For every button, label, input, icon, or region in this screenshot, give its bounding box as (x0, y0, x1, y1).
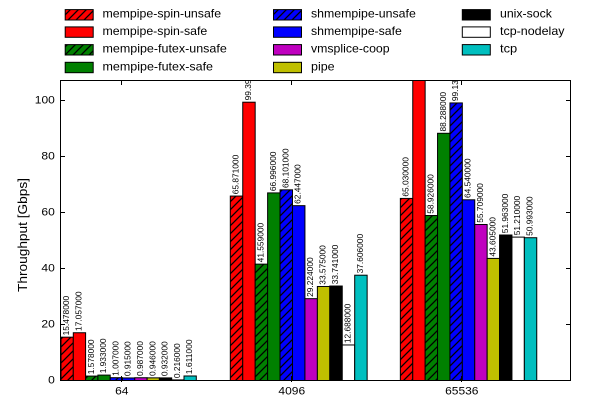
svg-text:15.478000: 15.478000 (62, 295, 71, 335)
svg-text:Throughput [Gbps]: Throughput [Gbps] (15, 178, 30, 292)
svg-text:66.996000: 66.996000 (269, 151, 278, 191)
svg-text:1.007000: 1.007000 (111, 340, 120, 375)
svg-text:58.926000: 58.926000 (426, 174, 435, 214)
svg-text:37.606000: 37.606000 (356, 233, 365, 273)
svg-text:50.993000: 50.993000 (526, 196, 535, 236)
svg-text:80: 80 (41, 151, 54, 163)
svg-text:99.392000: 99.392000 (244, 60, 253, 100)
svg-text:mempipe-spin-unsafe: mempipe-spin-unsafe (103, 7, 222, 21)
svg-text:64.540000: 64.540000 (464, 158, 473, 198)
svg-text:68.101000: 68.101000 (281, 148, 290, 188)
svg-text:62.447000: 62.447000 (294, 164, 303, 204)
svg-text:51.210000: 51.210000 (513, 195, 522, 235)
svg-text:65536: 65536 (445, 385, 478, 397)
svg-text:pipe: pipe (311, 59, 335, 73)
svg-text:0.216000: 0.216000 (173, 343, 182, 378)
svg-text:33.575000: 33.575000 (319, 245, 328, 285)
svg-text:55.709000: 55.709000 (476, 183, 485, 223)
svg-text:tcp: tcp (500, 42, 518, 56)
svg-text:0.915000: 0.915000 (124, 341, 133, 376)
svg-text:88.288000: 88.288000 (439, 91, 448, 131)
svg-text:vmsplice-coop: vmsplice-coop (311, 42, 390, 56)
svg-text:40: 40 (41, 263, 54, 275)
svg-text:shmempipe-unsafe: shmempipe-unsafe (311, 7, 416, 21)
svg-text:1.578000: 1.578000 (87, 339, 96, 374)
svg-text:65.871000: 65.871000 (232, 154, 241, 194)
svg-text:mempipe-futex-safe: mempipe-futex-safe (103, 59, 214, 73)
svg-text:41.559000: 41.559000 (256, 222, 265, 262)
svg-text:mempipe-futex-unsafe: mempipe-futex-unsafe (103, 42, 228, 56)
svg-text:tcp-nodelay: tcp-nodelay (500, 24, 565, 38)
svg-text:100: 100 (35, 95, 55, 107)
svg-text:1.933000: 1.933000 (99, 338, 108, 373)
svg-text:65.030000: 65.030000 (402, 156, 411, 196)
svg-text:12.688000: 12.688000 (343, 303, 352, 343)
svg-text:17.057000: 17.057000 (74, 291, 83, 331)
svg-text:mempipe-spin-safe: mempipe-spin-safe (103, 24, 208, 38)
svg-text:29.224000: 29.224000 (306, 257, 315, 297)
svg-text:0.946000: 0.946000 (148, 341, 157, 376)
svg-text:60: 60 (41, 207, 54, 219)
svg-text:4096: 4096 (278, 385, 305, 397)
svg-text:0.987000: 0.987000 (136, 341, 145, 376)
svg-text:shmempipe-safe: shmempipe-safe (311, 24, 402, 38)
svg-text:0.932000: 0.932000 (161, 341, 170, 376)
svg-text:33.741000: 33.741000 (331, 244, 340, 284)
svg-text:0: 0 (48, 375, 55, 387)
svg-text:unix-sock: unix-sock (500, 7, 552, 21)
svg-text:99.133000: 99.133000 (451, 61, 460, 101)
svg-text:64: 64 (115, 385, 128, 397)
svg-text:1.611000: 1.611000 (185, 339, 194, 374)
svg-text:20: 20 (41, 319, 54, 331)
svg-text:43.605000: 43.605000 (488, 216, 497, 256)
svg-text:51.963000: 51.963000 (501, 193, 510, 233)
